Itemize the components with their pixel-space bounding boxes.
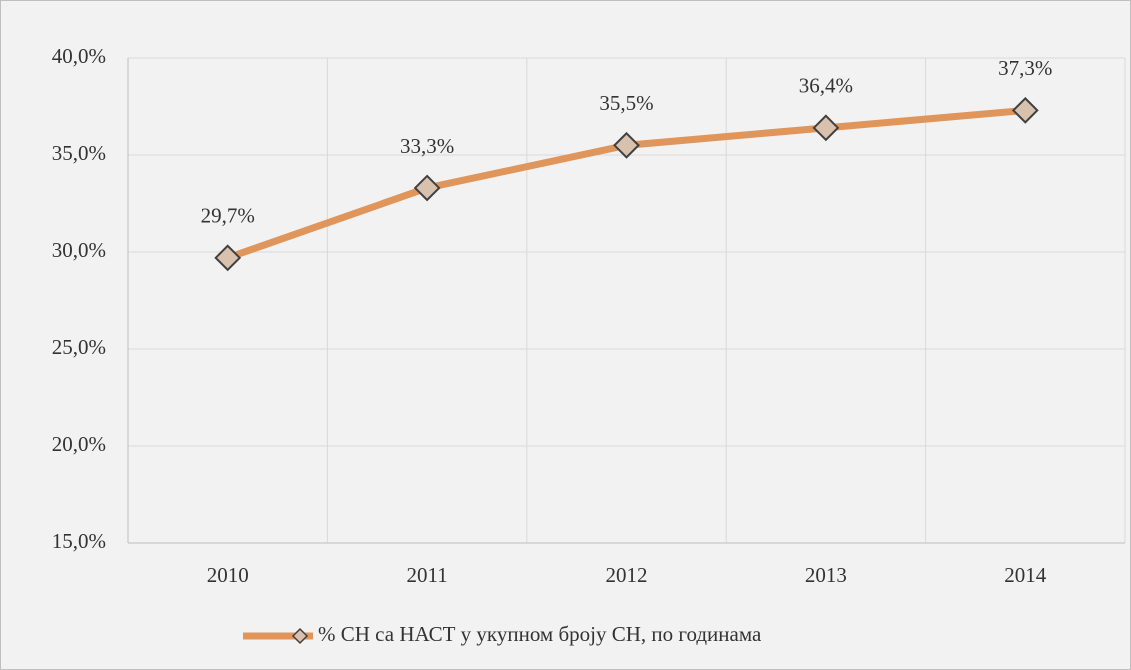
point-marker	[1011, 96, 1039, 124]
legend-marker	[291, 627, 309, 645]
y-tick-label: 30,0%	[52, 238, 106, 262]
point-marker	[613, 131, 640, 159]
data-label: 29,7%	[201, 204, 255, 228]
y-tick-label: 15,0%	[52, 529, 106, 553]
x-tick-label: 2012	[606, 563, 648, 587]
y-tick-label: 40,0%	[52, 44, 106, 68]
x-tick-label: 2014	[1004, 563, 1047, 587]
legend-label: % СН са НАСТ у укупном броју СН, по годи…	[318, 622, 762, 646]
x-tick-label: 2011	[406, 563, 447, 587]
y-tick-label: 25,0%	[52, 335, 106, 359]
data-label: 36,4%	[799, 74, 853, 98]
data-label: 35,5%	[599, 91, 653, 115]
y-tick-label: 35,0%	[52, 141, 106, 165]
x-tick-label: 2013	[805, 563, 847, 587]
x-tick-label: 2010	[207, 563, 249, 587]
point-marker	[214, 244, 242, 272]
point-marker	[812, 114, 840, 142]
data-label: 33,3%	[400, 134, 454, 158]
data-label: 37,3%	[998, 56, 1052, 80]
y-tick-label: 20,0%	[52, 432, 106, 456]
point-marker	[413, 174, 441, 202]
